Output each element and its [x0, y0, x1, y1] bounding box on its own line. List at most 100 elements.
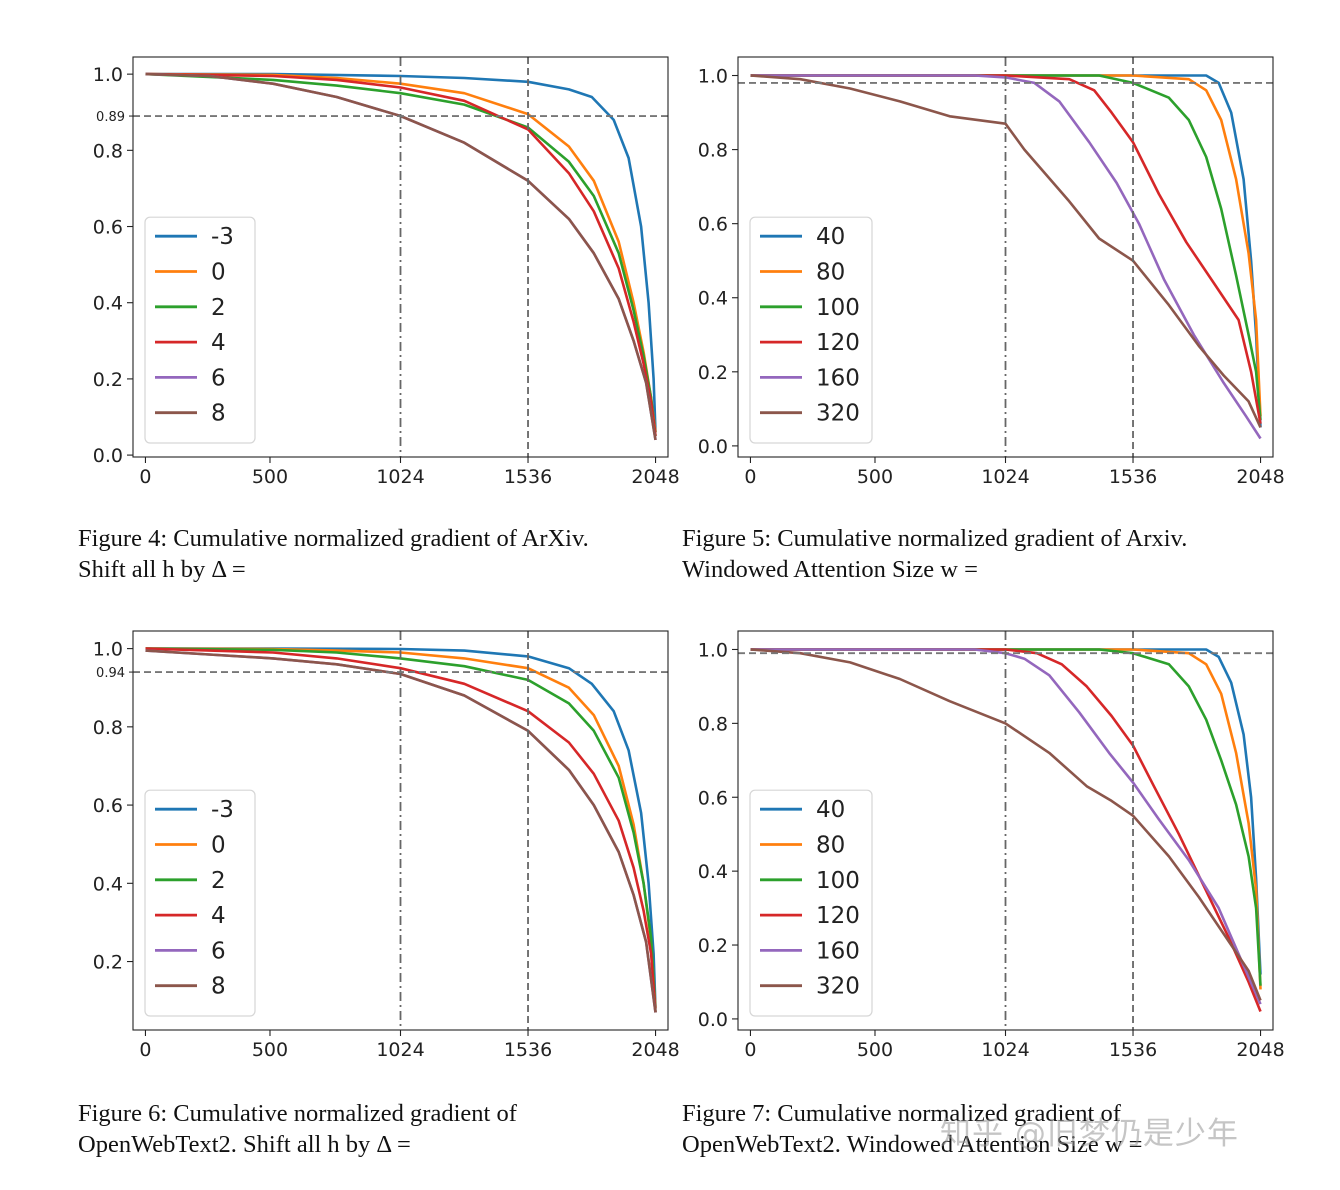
x-tick-label: 500: [857, 1039, 893, 1061]
x-tick-label: 1024: [376, 1039, 424, 1061]
series-line-100: [750, 74, 1262, 421]
legend-label-40: 40: [816, 224, 845, 250]
chart-figure-7: 0 500 1024 1536 2048 0.0 0.2 0.4 0.6 0.8 1.0 40 80 10…: [698, 630, 1285, 1061]
legend-label-80: 80: [816, 833, 845, 859]
x-tick-label: 1024: [376, 466, 424, 488]
x-tick-label: 500: [857, 466, 893, 488]
chart-figure-4-svg: 0 500 1024 1536 2048 0.0 0.2 0.4 0.6 0.8 1.0 0.89 -3…: [93, 56, 680, 488]
caption-figure-5: Figure 5: Cumulative normalized gradient…: [682, 523, 1187, 585]
legend-box: [749, 216, 873, 444]
y-tick-label: 0.2: [698, 362, 728, 384]
y-tick-label: 0.6: [93, 795, 123, 817]
legend-label--3: -3: [211, 224, 234, 250]
legend-label-320: 320: [816, 974, 860, 1000]
x-tick-label: 2048: [1236, 1039, 1284, 1061]
legend-label-6: 6: [211, 365, 226, 391]
x-tick-label: 0: [744, 1039, 756, 1061]
x-tick-label: 500: [252, 1039, 288, 1061]
legend-box: [144, 789, 256, 1017]
x-tick-label: 0: [744, 466, 756, 488]
legend-label-0: 0: [211, 260, 226, 286]
legend-label-120: 120: [816, 330, 860, 356]
x-tick-label: 1536: [504, 1039, 552, 1061]
chart-figure-5-svg: 0 500 1024 1536 2048 0.0 0.2 0.4 0.6 0.8 1.0 40 80 10…: [698, 56, 1285, 488]
y-tick-label: 0.0: [698, 436, 728, 458]
y-tick-label: 0.0: [93, 445, 123, 467]
y-tick-label: 0.6: [93, 217, 123, 239]
legend-label-0: 0: [211, 833, 226, 859]
caption-figure-5-line-1: Figure 5: Cumulative normalized gradient…: [682, 525, 1188, 552]
y-tick-label: 1.0: [698, 66, 728, 88]
legend-label-2: 2: [211, 868, 226, 894]
series-line-320: [750, 74, 1262, 428]
hline-tick-label: 0.89: [96, 110, 125, 125]
x-tick-label: 500: [252, 466, 288, 488]
y-tick-label: 0.2: [698, 935, 728, 957]
y-tick-label: 0.4: [93, 873, 123, 895]
series-line-4: [145, 72, 657, 437]
legend-label-6: 6: [211, 938, 226, 964]
x-tick-label: 1536: [504, 466, 552, 488]
caption-figure-7-line-1: Figure 7: Cumulative normalized gradient…: [682, 1100, 1121, 1127]
x-tick-label: 0: [139, 466, 151, 488]
caption-figure-6-line-2: OpenWebText2. Shift all h by Δ =: [78, 1131, 411, 1158]
legend-label-40: 40: [816, 797, 845, 823]
caption-figure-7-line-2: OpenWebText2. Windowed Attention Size w …: [682, 1131, 1143, 1158]
legend-box: [144, 216, 256, 444]
caption-figure-7: Figure 7: Cumulative normalized gradient…: [682, 1098, 1143, 1160]
series-line-2: [145, 647, 657, 1013]
chart-figure-4: 0 500 1024 1536 2048 0.0 0.2 0.4 0.6 0.8 1.0 0.89 -3…: [0, 0, 680, 500]
watermark-text: 知乎 @旧梦仍是少年: [940, 1116, 1239, 1152]
y-tick-label: 0.8: [698, 713, 728, 735]
legend-label-160: 160: [816, 938, 860, 964]
y-tick-label: 1.0: [93, 64, 123, 86]
caption-figure-6: Figure 6: Cumulative normalized gradient…: [78, 1098, 517, 1160]
x-tick-label: 2048: [1236, 466, 1284, 488]
legend-box: [749, 789, 873, 1017]
x-tick-label: 2048: [631, 1039, 679, 1061]
chart-figure-5: 0 500 1024 1536 2048 0.0 0.2 0.4 0.6 0.8 1.0 40 80 10…: [0, 0, 1340, 500]
caption-figure-5-line-2: Windowed Attention Size w =: [682, 556, 978, 583]
y-tick-label: 0.6: [698, 787, 728, 809]
y-tick-label: 0.2: [93, 369, 123, 391]
x-tick-label: 1024: [981, 466, 1029, 488]
series-line--3: [145, 647, 657, 1009]
legend-label-8: 8: [211, 401, 226, 427]
y-tick-label: 0.6: [698, 214, 728, 236]
series-line-2: [145, 72, 657, 437]
legend-label-160: 160: [816, 365, 860, 391]
y-tick-label: 1.0: [698, 639, 728, 661]
caption-figure-4-line-1: Figure 4: Cumulative normalized gradient…: [78, 525, 589, 552]
y-tick-label: 0.4: [698, 861, 728, 883]
x-tick-label: 2048: [631, 466, 679, 488]
y-tick-label: 0.0: [698, 1009, 728, 1031]
y-tick-label: 1.0: [93, 639, 123, 661]
legend-label-8: 8: [211, 974, 226, 1000]
series-line-320: [750, 648, 1262, 1001]
y-tick-label: 0.8: [698, 140, 728, 162]
legend-label--3: -3: [211, 797, 234, 823]
y-tick-label: 0.4: [698, 288, 728, 310]
caption-figure-6-line-1: Figure 6: Cumulative normalized gradient…: [78, 1100, 517, 1127]
legend-label-120: 120: [816, 903, 860, 929]
y-tick-label: 0.4: [93, 293, 123, 315]
series-line-100: [750, 648, 1262, 986]
y-tick-label: 0.8: [93, 140, 123, 162]
chart-figure-7-svg: 0 500 1024 1536 2048 0.0 0.2 0.4 0.6 0.8 1.0 40 80 10…: [698, 630, 1285, 1061]
series-line-120: [750, 74, 1262, 424]
chart-figure-6-svg: 0 500 1024 1536 2048 0.2 0.4 0.6 0.8 1.0 0.94 -3 0 2 4…: [93, 630, 680, 1061]
legend-label-2: 2: [211, 295, 226, 321]
x-tick-label: 1536: [1109, 1039, 1157, 1061]
y-tick-label: 0.8: [93, 717, 123, 739]
caption-figure-4: Figure 4: Cumulative normalized gradient…: [78, 523, 589, 585]
hline-tick-label: 0.94: [96, 666, 125, 681]
caption-figure-4-line-2: Shift all h by Δ =: [78, 556, 246, 583]
x-tick-label: 0: [139, 1039, 151, 1061]
y-tick-label: 0.2: [93, 952, 123, 974]
x-tick-label: 1024: [981, 1039, 1029, 1061]
legend-label-4: 4: [211, 903, 226, 929]
legend-label-80: 80: [816, 260, 845, 286]
legend-label-100: 100: [816, 868, 860, 894]
legend-label-320: 320: [816, 401, 860, 427]
x-tick-label: 1536: [1109, 466, 1157, 488]
